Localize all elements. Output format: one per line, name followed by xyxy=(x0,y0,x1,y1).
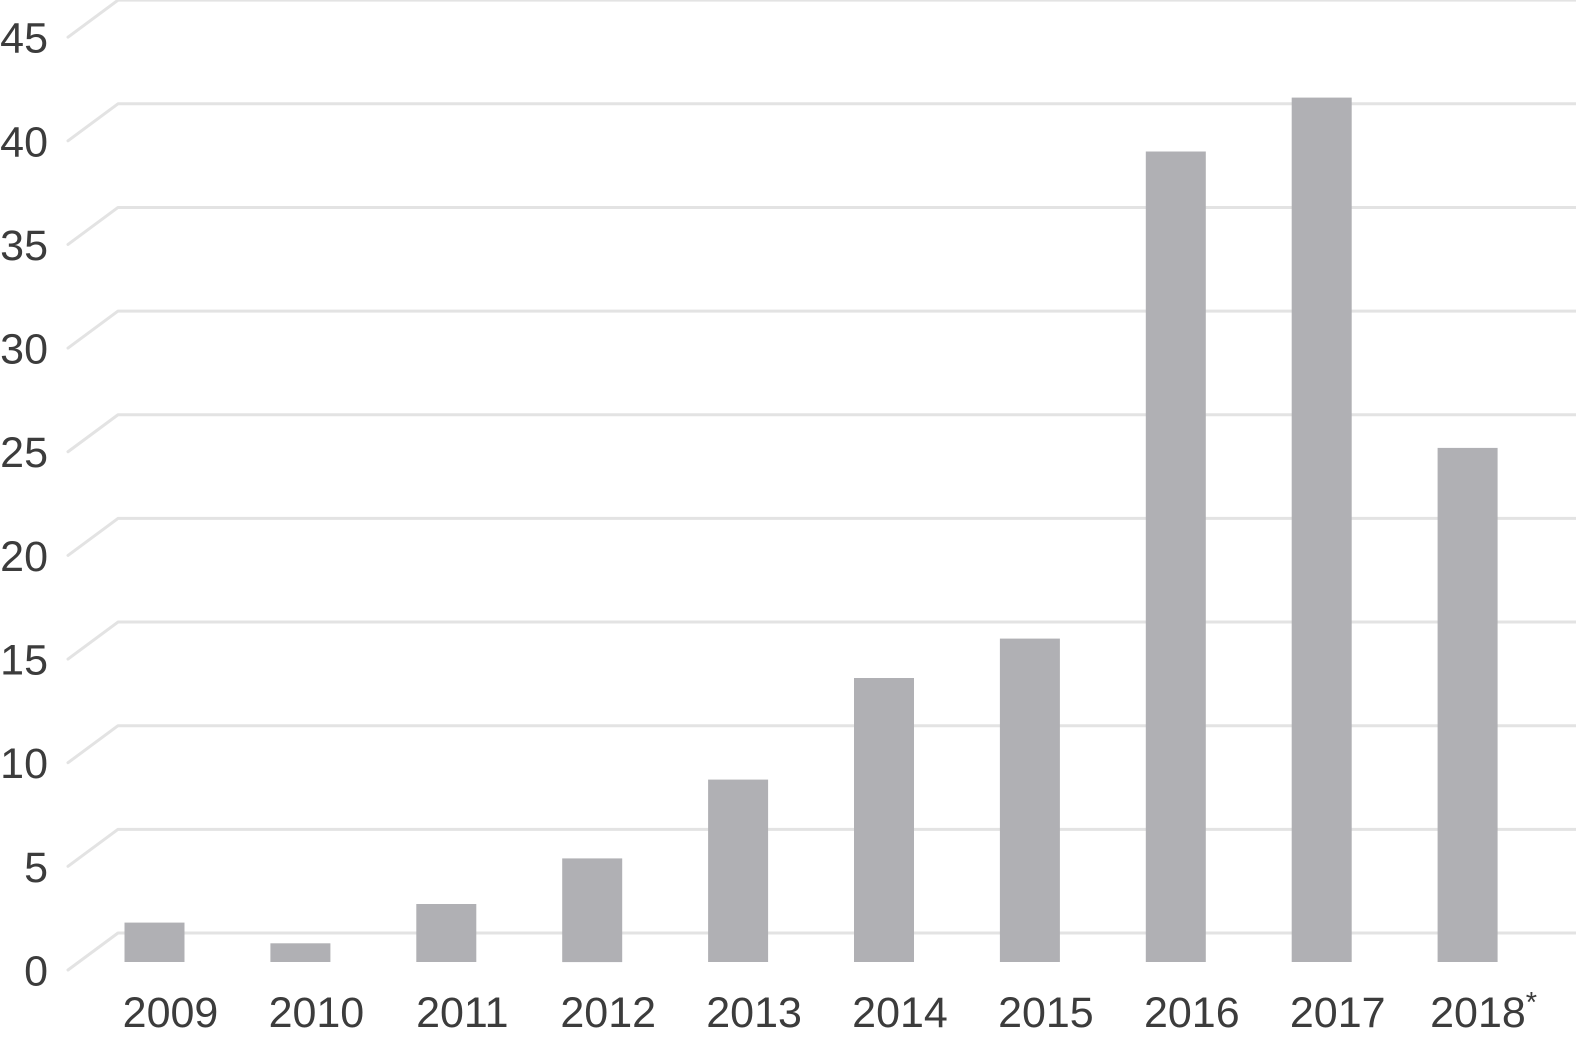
gridline-30 xyxy=(66,309,1576,350)
gridline-20 xyxy=(66,516,1576,557)
y-tick-label-10: 10 xyxy=(0,740,48,788)
y-tick-label-25: 25 xyxy=(0,429,48,477)
y-tick-label-35: 35 xyxy=(0,222,48,270)
gridline-15 xyxy=(66,620,1576,661)
x-tick-label-2009: 2009 xyxy=(123,989,219,1037)
x-tick-label-2013: 2013 xyxy=(706,989,802,1037)
gridline-0 xyxy=(66,931,1576,972)
bar-2018 xyxy=(1437,447,1498,962)
footnote-marker: * xyxy=(1526,987,1537,1019)
y-tick-label-40: 40 xyxy=(0,118,48,166)
y-tick-label-15: 15 xyxy=(0,637,48,685)
bar-2011 xyxy=(416,904,477,962)
bar-2015 xyxy=(999,638,1060,962)
gridline-45 xyxy=(66,0,1576,39)
x-tick-label-2010: 2010 xyxy=(269,989,365,1037)
gridline-10 xyxy=(66,724,1576,765)
y-tick-label-30: 30 xyxy=(0,326,48,374)
x-tick-label-2017: 2017 xyxy=(1290,989,1386,1037)
bar-2012 xyxy=(562,858,623,963)
y-tick-label-45: 45 xyxy=(0,15,48,63)
bar-2013 xyxy=(708,779,769,962)
x-tick-label-2011: 2011 xyxy=(416,989,508,1037)
bar-2009 xyxy=(124,922,185,962)
y-tick-label-0: 0 xyxy=(24,948,48,996)
gridline-35 xyxy=(66,205,1576,246)
gridline-25 xyxy=(66,413,1576,454)
x-tick-label-2012: 2012 xyxy=(560,989,656,1037)
x-tick-label-2016: 2016 xyxy=(1144,989,1240,1037)
gridline-40 xyxy=(66,102,1576,143)
gridline-5 xyxy=(66,827,1576,868)
y-tick-label-20: 20 xyxy=(0,533,48,581)
bar-2016 xyxy=(1145,151,1206,962)
bar-2014 xyxy=(854,678,914,962)
x-tick-label-2015: 2015 xyxy=(998,989,1094,1037)
y-tick-label-5: 5 xyxy=(24,844,48,892)
bar-2010 xyxy=(270,943,331,962)
x-tick-label-2018: 2018* xyxy=(1430,987,1537,1037)
bar-2017 xyxy=(1291,97,1352,963)
x-tick-label-2014: 2014 xyxy=(852,989,948,1037)
